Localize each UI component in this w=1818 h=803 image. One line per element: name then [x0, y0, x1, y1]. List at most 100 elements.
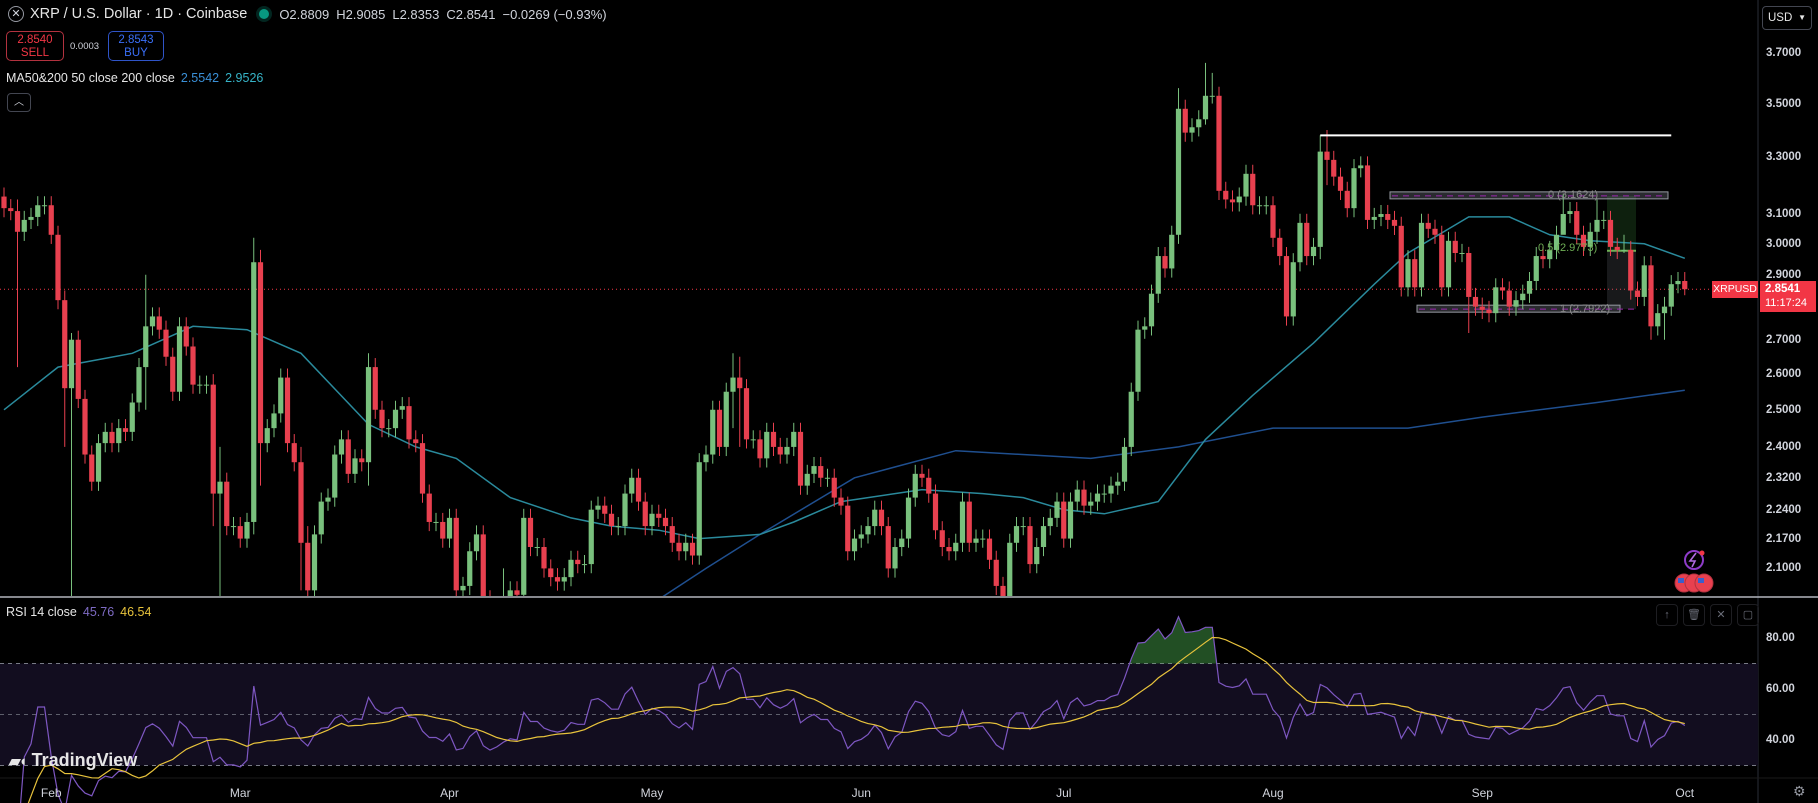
candle	[379, 400, 385, 438]
candle-body	[143, 326, 149, 368]
candle	[980, 529, 986, 548]
collapse-pane-button[interactable]: ✕	[1710, 604, 1732, 626]
candle-body	[359, 458, 365, 463]
settings-gear-icon[interactable]: ⚙	[1793, 783, 1806, 799]
candle	[986, 529, 993, 569]
candle-body	[116, 428, 122, 444]
candle	[210, 374, 216, 527]
price-tick-label: 2.2400	[1766, 503, 1802, 516]
candle-body	[554, 577, 561, 582]
lightning-icon[interactable]	[1684, 550, 1705, 570]
delete-pane-button[interactable]: 🗑	[1683, 604, 1705, 626]
events-icons[interactable]	[1672, 548, 1722, 596]
candle	[1061, 492, 1067, 548]
candle-body	[1088, 501, 1094, 506]
candle-body	[1223, 190, 1229, 200]
candle-body	[278, 377, 284, 414]
candle-body	[176, 326, 183, 392]
candle	[419, 434, 426, 503]
close-icon[interactable]: ✕	[8, 6, 24, 22]
candle-body	[561, 577, 567, 582]
candle	[885, 517, 891, 578]
candle-body	[683, 542, 689, 552]
candle-body	[244, 521, 250, 539]
candle	[1398, 216, 1404, 297]
candle-body	[872, 509, 878, 527]
candle	[899, 529, 905, 557]
candle-body	[986, 538, 993, 560]
candle	[406, 397, 412, 449]
maximize-pane-button[interactable]: ▢	[1737, 604, 1759, 626]
candle-body	[28, 216, 34, 220]
candle-body	[1047, 517, 1053, 527]
candle	[149, 307, 156, 336]
candle	[1358, 156, 1364, 178]
candle-body	[608, 513, 615, 527]
candle	[602, 496, 608, 523]
candle	[791, 422, 797, 457]
candle-body	[1148, 293, 1155, 327]
candle	[521, 508, 527, 596]
candle	[1182, 99, 1188, 142]
candle-body	[588, 509, 594, 565]
candle-body	[1432, 228, 1438, 235]
candle	[1034, 537, 1040, 574]
candle	[21, 210, 27, 241]
candle	[656, 504, 662, 527]
candle	[1486, 300, 1492, 323]
candle-body	[230, 526, 237, 528]
candle-body	[1270, 205, 1276, 238]
candle-body	[1290, 262, 1296, 317]
candle	[1135, 320, 1141, 401]
candle	[1047, 508, 1053, 536]
candle	[858, 525, 864, 548]
currency-dropdown[interactable]: USD ▼	[1762, 6, 1812, 30]
symbol-title[interactable]: XRP / U.S. Dollar · 1D · Coinbase	[30, 6, 248, 22]
candle-body	[669, 526, 675, 543]
candle	[1466, 246, 1472, 334]
move-pane-up-button[interactable]: ↑	[1656, 604, 1678, 626]
sell-price: 2.8540	[17, 34, 53, 46]
candle	[460, 576, 466, 596]
candle	[251, 237, 257, 535]
candle	[1324, 129, 1330, 186]
candle	[1270, 196, 1276, 247]
candle-body	[453, 517, 459, 591]
candle-body	[1533, 256, 1539, 281]
candle	[1148, 284, 1155, 336]
time-tick-label: Oct	[1675, 786, 1695, 800]
rsi-legend[interactable]: RSI 14 close 45.76 46.54	[6, 605, 151, 619]
us-flag-event-icon[interactable]	[1674, 573, 1714, 593]
candle	[338, 430, 345, 464]
candle	[1317, 135, 1323, 260]
buy-button[interactable]: 2.8543 BUY	[108, 31, 164, 61]
candle	[696, 453, 702, 565]
candle-body	[1135, 329, 1141, 392]
tradingview-logo[interactable]: ▰◖ TradingView	[9, 750, 137, 771]
sell-label: SELL	[20, 47, 50, 59]
candle	[1506, 281, 1512, 316]
candle-body	[1580, 234, 1587, 247]
candle-body	[764, 431, 770, 459]
candle-body	[595, 505, 601, 510]
candle	[1344, 181, 1350, 218]
candle-body	[473, 534, 480, 552]
collapse-legend-button[interactable]: ︿	[7, 93, 31, 112]
candle-body	[878, 509, 885, 527]
candle	[973, 529, 979, 552]
candle-body	[217, 481, 223, 494]
candle	[1499, 278, 1506, 300]
candle-body	[1601, 219, 1607, 221]
candle	[109, 422, 115, 453]
candle	[1250, 164, 1256, 215]
sell-button[interactable]: 2.8540 SELL	[6, 31, 64, 61]
candle	[68, 333, 75, 596]
candle	[1452, 231, 1458, 263]
candle	[345, 430, 351, 483]
ma-legend[interactable]: MA50&200 50 close 200 close 2.5542 2.952…	[6, 71, 263, 85]
candle	[831, 468, 837, 507]
candle	[1405, 250, 1411, 297]
candle-body	[1061, 501, 1067, 539]
fib-level-0-label: 0 (3.1624)	[1548, 189, 1599, 201]
